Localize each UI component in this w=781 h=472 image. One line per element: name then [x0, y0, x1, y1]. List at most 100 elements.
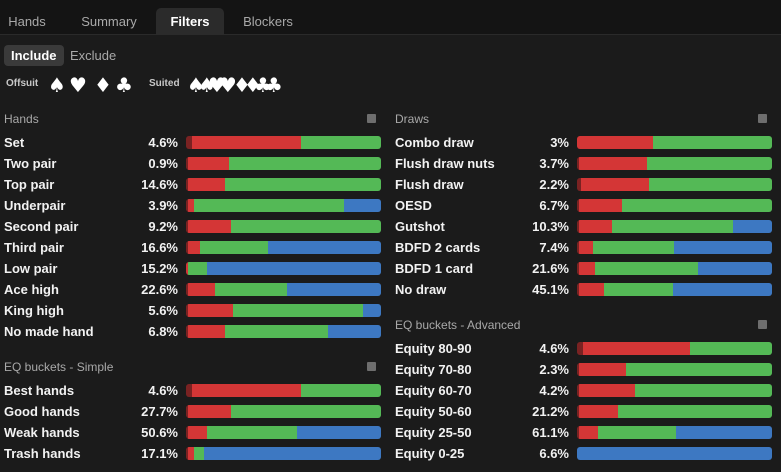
suited-spades-icon[interactable]: ♠♠ — [187, 73, 216, 97]
filter-row[interactable]: Set 4.6% — [4, 132, 381, 153]
check-segment — [199, 241, 268, 254]
check-segment — [649, 178, 772, 191]
filter-row-label: Combo draw — [395, 135, 474, 150]
filter-row[interactable]: BDFD 2 cards 7.4% — [395, 237, 772, 258]
check-segment — [635, 384, 772, 397]
exclude-toggle[interactable]: Exclude — [70, 48, 117, 63]
action-frequency-bar — [186, 384, 381, 397]
suited-hearts-icon[interactable]: ♥♥ — [208, 73, 237, 97]
filter-row[interactable]: Equity 60-70 4.2% — [395, 380, 772, 401]
fold-segment — [363, 304, 381, 317]
filter-row-percent: 4.6% — [539, 341, 569, 356]
check-segment — [621, 199, 772, 212]
hands-select-all-checkbox[interactable] — [367, 114, 376, 123]
tab-hands[interactable]: Hands — [8, 14, 46, 29]
bet-segment — [191, 384, 302, 397]
filter-row[interactable]: Ace high 22.6% — [4, 279, 381, 300]
bet-segment — [187, 426, 208, 439]
filter-row[interactable]: Equity 50-60 21.2% — [395, 401, 772, 422]
fold-segment — [207, 262, 381, 275]
filter-row-label: Weak hands — [4, 425, 80, 440]
allin-segment — [186, 178, 188, 191]
fold-segment — [287, 283, 381, 296]
check-segment — [647, 157, 772, 170]
filter-row-label: Set — [4, 135, 25, 150]
suited-clubs-icon[interactable]: ♣♣ — [254, 73, 283, 97]
allin-segment — [186, 136, 192, 149]
check-segment — [594, 262, 698, 275]
tab-bar: Hands Summary Filters Blockers — [0, 0, 781, 35]
offsuit-club-icon[interactable]: ♣ — [115, 73, 133, 97]
filter-row-label: Second pair — [4, 219, 79, 234]
check-segment — [604, 283, 673, 296]
filter-row[interactable]: Equity 0-25 6.6% — [395, 443, 772, 464]
filter-row[interactable]: Equity 80-90 4.6% — [395, 338, 772, 359]
allin-segment — [577, 426, 579, 439]
tab-blockers[interactable]: Blockers — [243, 14, 293, 29]
bet-segment — [578, 283, 605, 296]
action-frequency-bar — [186, 199, 381, 212]
offsuit-spade-icon[interactable]: ♠ — [48, 73, 66, 97]
suited-label: Suited — [149, 78, 180, 89]
bet-segment — [187, 178, 225, 191]
filter-row[interactable]: Flush draw 2.2% — [395, 174, 772, 195]
check-segment — [301, 136, 381, 149]
filter-row[interactable]: Weak hands 50.6% — [4, 422, 381, 443]
tab-summary[interactable]: Summary — [81, 14, 137, 29]
filter-row[interactable]: Low pair 15.2% — [4, 258, 381, 279]
filter-row[interactable]: Two pair 0.9% — [4, 153, 381, 174]
filter-row[interactable]: Trash hands 17.1% — [4, 443, 381, 464]
filter-row[interactable]: Good hands 27.7% — [4, 401, 381, 422]
filter-row[interactable]: Underpair 3.9% — [4, 195, 381, 216]
filter-row[interactable]: Combo draw 3% — [395, 132, 772, 153]
filter-row-label: Flush draw — [395, 177, 464, 192]
filter-row-percent: 4.2% — [539, 383, 569, 398]
filter-row[interactable]: Top pair 14.6% — [4, 174, 381, 195]
allin-segment — [577, 241, 579, 254]
filter-row-label: No made hand — [4, 324, 94, 339]
filter-row[interactable]: No draw 45.1% — [395, 279, 772, 300]
fold-segment — [267, 241, 381, 254]
filter-row[interactable]: Best hands 4.6% — [4, 380, 381, 401]
allin-segment — [186, 283, 188, 296]
filter-row[interactable]: Second pair 9.2% — [4, 216, 381, 237]
draws-select-all-checkbox[interactable] — [758, 114, 767, 123]
filter-row-percent: 17.1% — [141, 446, 178, 461]
filter-row[interactable]: OESD 6.7% — [395, 195, 772, 216]
filter-row[interactable]: Equity 70-80 2.3% — [395, 359, 772, 380]
bet-segment — [187, 220, 231, 233]
filter-row[interactable]: No made hand 6.8% — [4, 321, 381, 342]
bet-segment — [578, 241, 593, 254]
eq-simple-select-all-checkbox[interactable] — [367, 362, 376, 371]
bet-segment — [187, 447, 194, 460]
offsuit-heart-icon[interactable]: ♥ — [69, 73, 87, 97]
filter-row-label: Flush draw nuts — [395, 156, 495, 171]
draws-section-title: Draws — [395, 112, 430, 126]
tab-filters[interactable]: Filters — [156, 8, 224, 35]
action-frequency-bar — [577, 241, 772, 254]
action-frequency-bar — [186, 304, 381, 317]
filter-row[interactable]: Flush draw nuts 3.7% — [395, 153, 772, 174]
offsuit-diamond-icon[interactable]: ♦ — [94, 73, 112, 97]
filter-row-label: BDFD 1 card — [395, 261, 474, 276]
filter-row[interactable]: BDFD 1 card 21.6% — [395, 258, 772, 279]
include-toggle[interactable]: Include — [4, 45, 64, 66]
check-segment — [215, 283, 288, 296]
eq-advanced-select-all-checkbox[interactable] — [758, 320, 767, 329]
check-segment — [207, 426, 298, 439]
action-frequency-bar — [186, 283, 381, 296]
suited-diamonds-icon[interactable]: ♦♦ — [233, 73, 262, 97]
filter-row[interactable]: Equity 25-50 61.1% — [395, 422, 772, 443]
filter-row[interactable]: Gutshot 10.3% — [395, 216, 772, 237]
filter-row-percent: 15.2% — [141, 261, 178, 276]
filter-row[interactable]: Third pair 16.6% — [4, 237, 381, 258]
filter-row-percent: 14.6% — [141, 177, 178, 192]
filter-row[interactable]: King high 5.6% — [4, 300, 381, 321]
allin-segment — [577, 342, 583, 355]
fold-segment — [697, 262, 772, 275]
check-segment — [653, 136, 772, 149]
filter-row-label: Equity 80-90 — [395, 341, 472, 356]
action-frequency-bar — [577, 405, 772, 418]
filter-row-percent: 9.2% — [148, 219, 178, 234]
check-segment — [612, 220, 733, 233]
